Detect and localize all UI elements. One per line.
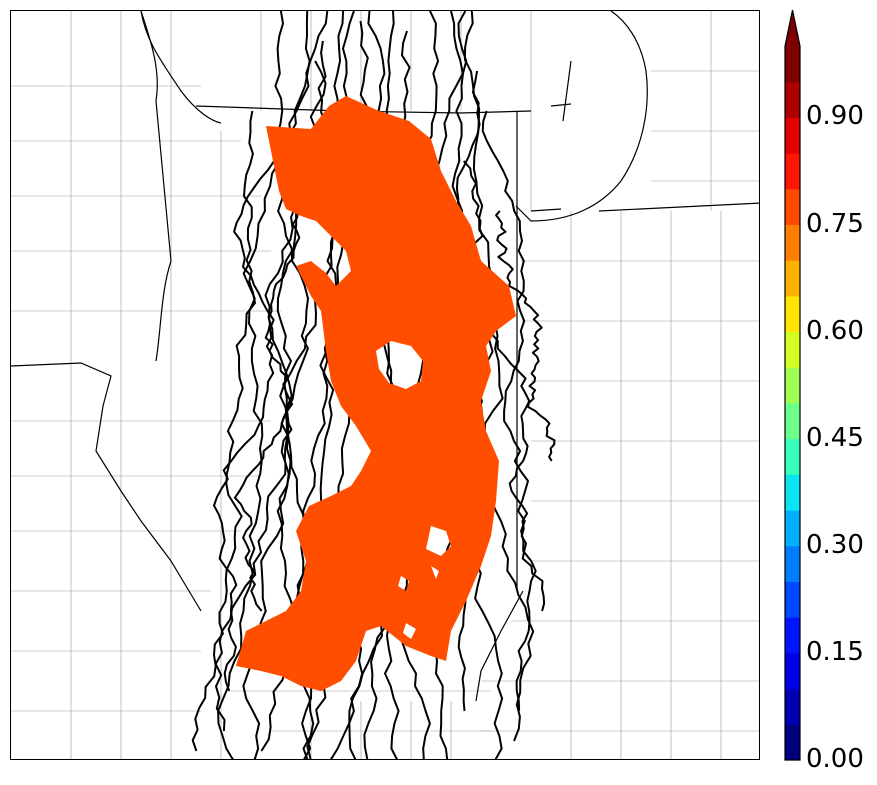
colorbar-tick-label: 0.30 <box>806 529 864 560</box>
county-lines <box>11 11 759 759</box>
colorbar-swatch <box>785 545 800 582</box>
storm-track <box>451 11 504 759</box>
colorbar-swatch <box>785 438 800 475</box>
colorbar-swatch <box>785 295 800 333</box>
colorbar-swatch <box>785 331 800 368</box>
probability-region <box>236 96 516 691</box>
colorbar-tick-label: 0.60 <box>806 315 864 346</box>
colorbar-swatch <box>785 474 800 511</box>
colorbar-swatch <box>785 260 800 297</box>
colorbar-tick-label: 0.00 <box>806 744 864 774</box>
colorbar-extend-arrow <box>785 10 800 46</box>
storm-track <box>481 110 537 712</box>
colorbar-tick-label: 0.90 <box>806 101 864 132</box>
colorbar-swatch <box>785 153 800 190</box>
colorbar-swatch <box>785 367 800 404</box>
colorbar <box>784 9 801 761</box>
colorbar-swatch <box>785 652 800 690</box>
colorbar-swatch <box>785 188 800 225</box>
colorbar-swatch <box>785 617 800 654</box>
colorbar-swatch <box>785 510 800 547</box>
map-panel <box>10 10 760 760</box>
probability-map <box>11 11 759 759</box>
storm-track <box>191 110 256 752</box>
storm-track <box>461 160 546 612</box>
colorbar-swatch <box>785 224 800 261</box>
colorbar-tick-label: 0.15 <box>806 636 864 667</box>
colorbar-swatch <box>785 403 800 440</box>
storm-track <box>213 160 275 692</box>
colorbar-tick-label: 0.75 <box>806 208 864 239</box>
state-lines <box>11 11 759 702</box>
colorbar-swatch <box>785 724 800 761</box>
storm-track <box>495 210 556 462</box>
colorbar-swatch <box>785 46 800 83</box>
colorbar-swatch <box>785 688 800 725</box>
colorbar-swatch <box>785 581 800 618</box>
probability-area <box>236 96 516 691</box>
colorbar-swatch <box>785 81 800 118</box>
colorbar-tick-label: 0.45 <box>806 422 864 453</box>
colorbar-swatch <box>785 117 800 154</box>
storm-track <box>233 210 301 612</box>
